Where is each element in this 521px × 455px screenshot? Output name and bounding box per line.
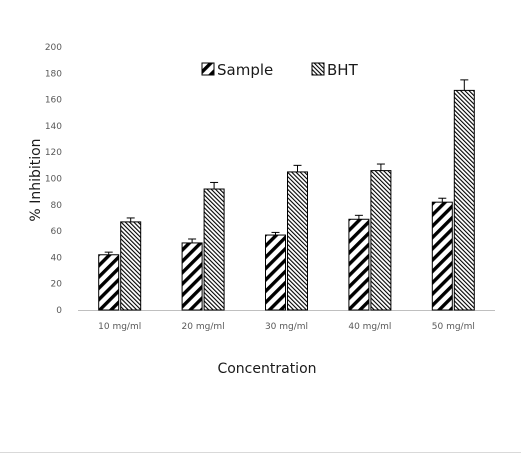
x-category-label: 20 mg/ml (182, 322, 225, 332)
x-category-label: 50 mg/ml (432, 322, 475, 332)
bar-bht (370, 170, 392, 311)
bars (98, 79, 475, 311)
y-tick-label: 160 (45, 96, 62, 106)
bar-bht (203, 188, 225, 311)
x-category-label: 10 mg/ml (98, 322, 141, 332)
x-category-label: 30 mg/ml (265, 322, 308, 332)
legend-label-bht: BHT (327, 61, 359, 79)
x-axis-title: Concentration (217, 361, 316, 377)
y-tick-label: 100 (45, 175, 62, 185)
y-tick-label: 180 (45, 69, 62, 79)
bar-bht (120, 221, 142, 311)
y-tick-label: 40 (51, 253, 63, 263)
bar-sample (181, 242, 203, 311)
y-tick-label: 0 (56, 306, 62, 316)
legend-swatch-bht (311, 62, 325, 76)
legend: Sample BHT (201, 61, 359, 79)
bar-bht (453, 89, 475, 311)
bar-sample (265, 234, 286, 311)
bottom-divider (0, 452, 521, 453)
legend-label-sample: Sample (217, 61, 273, 79)
y-tick-label: 20 (51, 280, 63, 290)
y-axis-title: % Inhibition (28, 138, 44, 221)
y-tick-label: 120 (45, 148, 62, 158)
y-tick-label: 200 (45, 43, 62, 53)
legend-swatch-sample (201, 62, 215, 76)
y-axis-ticks: 0 20 40 60 80 100 120 140 160 180 200 (45, 43, 62, 316)
y-tick-label: 140 (45, 122, 62, 132)
y-tick-label: 80 (51, 201, 63, 211)
bar-sample (348, 218, 370, 311)
x-axis-category-labels: 10 mg/ml 20 mg/ml 30 mg/ml 40 mg/ml 50 mg/ml (98, 322, 475, 332)
bar-bht (287, 171, 308, 311)
y-tick-label: 60 (51, 227, 63, 237)
x-category-label: 40 mg/ml (348, 322, 391, 332)
bar-sample (431, 201, 453, 311)
bar-sample (98, 254, 120, 311)
